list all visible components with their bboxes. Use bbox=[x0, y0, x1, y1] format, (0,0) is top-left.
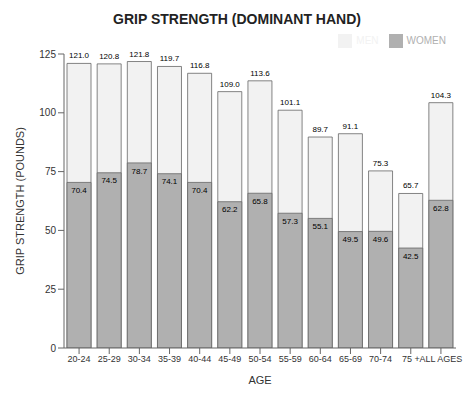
svg-text:GRIP STRENGTH (POUNDS): GRIP STRENGTH (POUNDS) bbox=[14, 127, 26, 275]
svg-text:121.0: 121.0 bbox=[69, 51, 90, 60]
svg-text:78.7: 78.7 bbox=[132, 167, 148, 176]
svg-text:55-59: 55-59 bbox=[279, 354, 302, 364]
svg-text:113.6: 113.6 bbox=[250, 69, 270, 78]
svg-text:40-44: 40-44 bbox=[188, 354, 211, 364]
svg-text:30-34: 30-34 bbox=[128, 354, 151, 364]
svg-text:ALL AGES: ALL AGES bbox=[420, 354, 463, 364]
svg-text:70.4: 70.4 bbox=[71, 186, 87, 195]
svg-text:60-64: 60-64 bbox=[309, 354, 332, 364]
svg-text:57.3: 57.3 bbox=[282, 217, 298, 226]
svg-text:120.8: 120.8 bbox=[99, 52, 120, 61]
svg-text:62.2: 62.2 bbox=[222, 205, 238, 214]
svg-text:75.3: 75.3 bbox=[373, 159, 389, 168]
html-text:GRIP STRENGTH (DOMINANT HAND): GRIP STRENGTH (DOMINANT HAND) bbox=[113, 11, 361, 27]
svg-text:AGE: AGE bbox=[248, 374, 271, 386]
svg-text:125: 125 bbox=[39, 49, 56, 60]
svg-text:25: 25 bbox=[45, 284, 57, 295]
svg-text:109.0: 109.0 bbox=[220, 80, 241, 89]
svg-text:91.1: 91.1 bbox=[343, 122, 359, 131]
svg-text:104.3: 104.3 bbox=[431, 91, 452, 100]
svg-text:45-49: 45-49 bbox=[218, 354, 241, 364]
svg-text:0: 0 bbox=[50, 343, 56, 354]
svg-text:65.8: 65.8 bbox=[252, 197, 268, 206]
svg-text:75 +: 75 + bbox=[402, 354, 420, 364]
svg-text:65-69: 65-69 bbox=[339, 354, 362, 364]
svg-text:49.5: 49.5 bbox=[343, 235, 359, 244]
svg-text:70-74: 70-74 bbox=[369, 354, 392, 364]
svg-text:50-54: 50-54 bbox=[248, 354, 271, 364]
html-text:MEN: MEN bbox=[356, 34, 379, 46]
svg-text:101.1: 101.1 bbox=[280, 98, 301, 107]
svg-text:89.7: 89.7 bbox=[312, 125, 328, 134]
svg-text:75: 75 bbox=[45, 166, 57, 177]
svg-text:20-24: 20-24 bbox=[68, 354, 91, 364]
svg-text:74.5: 74.5 bbox=[101, 176, 117, 185]
svg-text:62.8: 62.8 bbox=[433, 204, 449, 213]
svg-text:70.4: 70.4 bbox=[192, 186, 208, 195]
svg-text:121.8: 121.8 bbox=[129, 50, 150, 59]
svg-text:55.1: 55.1 bbox=[312, 222, 328, 231]
svg-text:35-39: 35-39 bbox=[158, 354, 181, 364]
svg-text:50: 50 bbox=[45, 225, 57, 236]
svg-text:65.7: 65.7 bbox=[403, 181, 419, 190]
svg-text:74.1: 74.1 bbox=[162, 177, 178, 186]
svg-text:25-29: 25-29 bbox=[98, 354, 121, 364]
svg-text:49.6: 49.6 bbox=[373, 235, 389, 244]
html-text:WOMEN: WOMEN bbox=[406, 34, 446, 46]
svg-text:119.7: 119.7 bbox=[160, 54, 180, 63]
svg-text:116.8: 116.8 bbox=[190, 61, 210, 70]
svg-text:100: 100 bbox=[39, 107, 56, 118]
svg-text:42.5: 42.5 bbox=[403, 252, 419, 261]
